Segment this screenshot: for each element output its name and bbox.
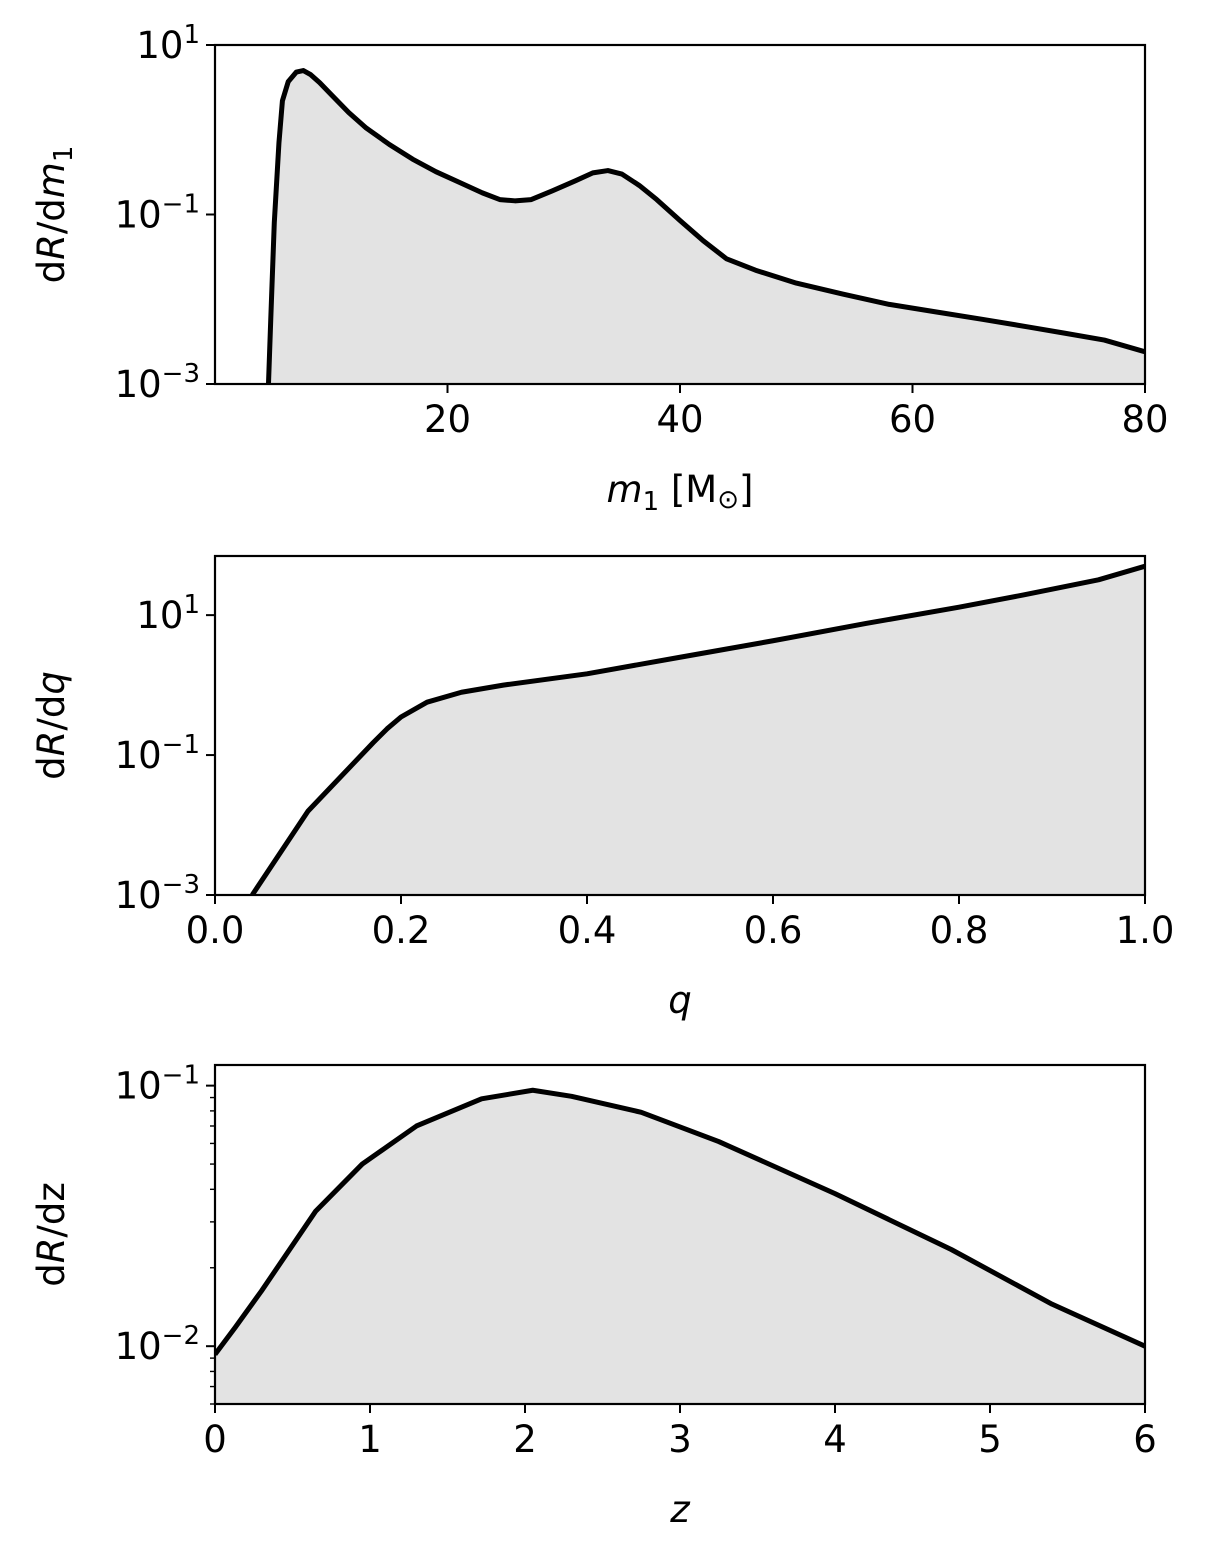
- y-tick-label: 10−2: [115, 1321, 200, 1368]
- y-axis-label: dR/dq: [30, 671, 73, 780]
- x-tick-label: 80: [1121, 398, 1168, 441]
- x-axis-label: m1 [M⊙]: [607, 468, 754, 517]
- x-tick-label: 0.6: [744, 909, 803, 952]
- x-tick-label: 60: [889, 398, 936, 441]
- x-tick-label: 2: [513, 1418, 537, 1461]
- y-tick-label: 101: [136, 20, 200, 67]
- rate-curve: [215, 1087, 1145, 1356]
- y-axis-label: dR/dz: [30, 1182, 73, 1287]
- z-panel: 0 1 2 3 4 5 6 10−2 10−1 z dR/dz: [30, 1061, 1157, 1531]
- y-tick-label: 101: [136, 590, 200, 637]
- x-tick-label: 3: [668, 1418, 692, 1461]
- x-axis-label: q: [668, 979, 692, 1022]
- y-tick-label: 10−3: [115, 870, 200, 917]
- x-tick-label: 0.0: [186, 909, 245, 952]
- x-tick-label: 0.8: [930, 909, 989, 952]
- x-tick-label: 0.2: [372, 909, 431, 952]
- x-tick-label: 4: [823, 1418, 847, 1461]
- x-tick-label: 0: [203, 1418, 227, 1461]
- axes-frame: [213, 554, 1147, 897]
- rate-curve: [265, 68, 1145, 384]
- y-tick-label: 10−1: [115, 1061, 200, 1108]
- y-tick-label: 10−1: [115, 730, 200, 777]
- x-tick-label: 0.4: [558, 909, 617, 952]
- x-tick-label: 1.0: [1116, 909, 1175, 952]
- y-axis-label: dR/dm1: [30, 146, 79, 284]
- filled-area: [252, 566, 1145, 895]
- x-axis-label: z: [669, 1488, 691, 1531]
- filled-area: [268, 70, 1145, 384]
- x-tick-label: 5: [978, 1418, 1002, 1461]
- rate-curve: [250, 563, 1145, 895]
- mass-panel: 20 40 60 80 10−3 10−1 101 m1 [M⊙] dR/dm1: [30, 20, 1169, 517]
- x-tick-label: 20: [424, 398, 471, 441]
- q-panel: 0.0 0.2 0.4 0.6 0.8 1.0 10−3 10−1 101 q dR/dq: [30, 554, 1175, 1022]
- x-tick-label: 6: [1133, 1418, 1157, 1461]
- y-tick-label: 10−3: [115, 359, 200, 406]
- x-tick-label: 40: [656, 398, 703, 441]
- filled-area: [215, 1090, 1145, 1404]
- y-tick-label: 10−1: [115, 190, 200, 237]
- x-tick-label: 1: [358, 1418, 382, 1461]
